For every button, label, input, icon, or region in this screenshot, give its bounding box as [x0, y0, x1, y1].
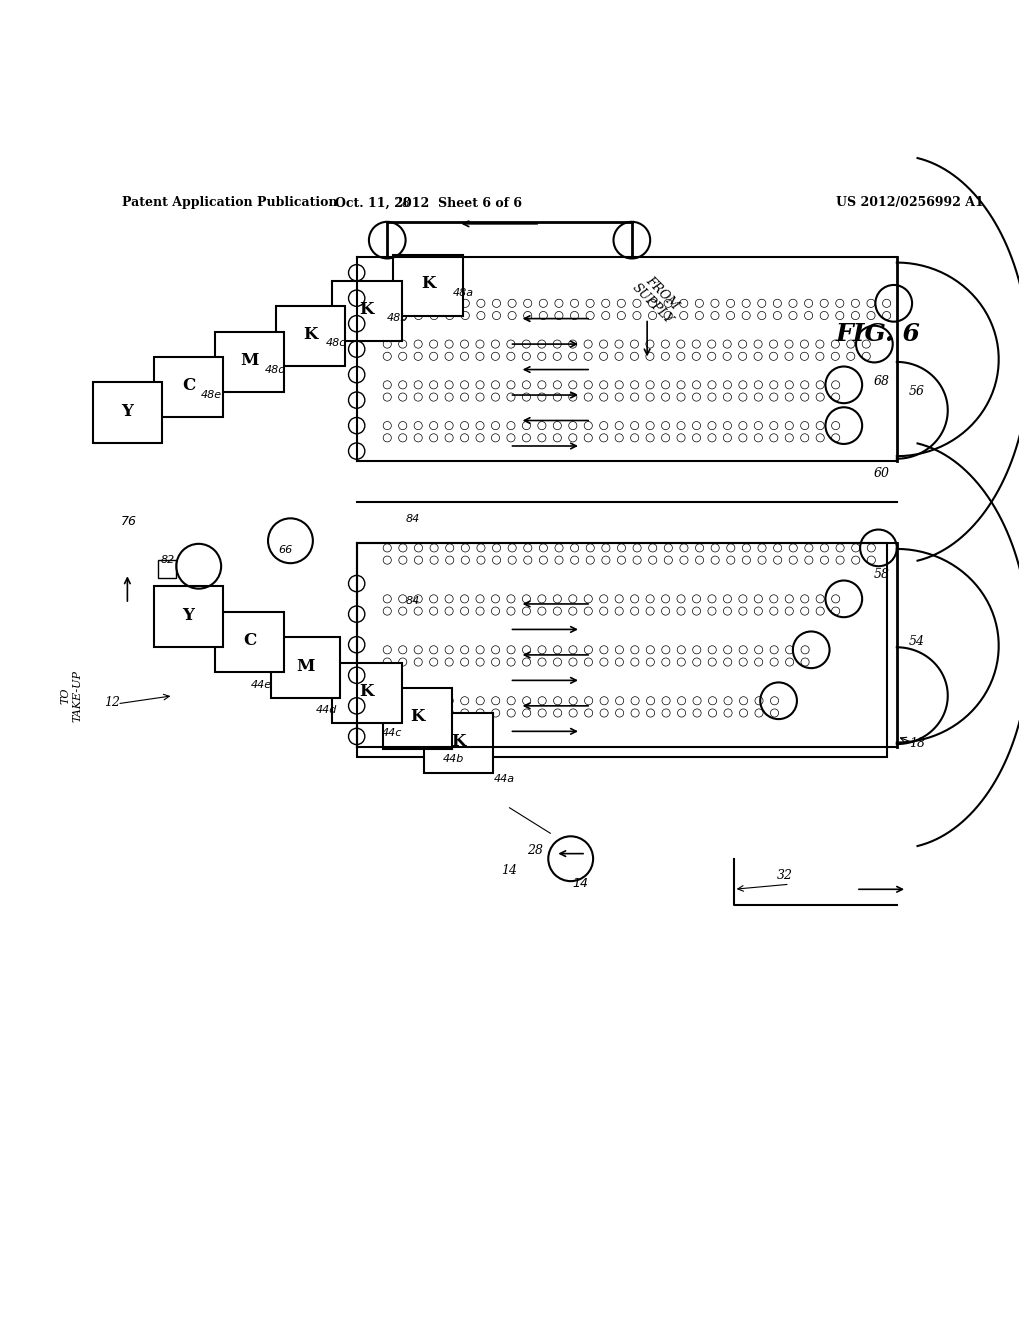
Text: K: K [359, 301, 374, 318]
Text: C: C [243, 632, 256, 649]
FancyBboxPatch shape [93, 383, 162, 444]
Text: 48d: 48d [264, 364, 286, 375]
Text: 68: 68 [873, 375, 890, 388]
Text: 44b: 44b [442, 754, 464, 764]
Text: 66: 66 [279, 545, 293, 554]
FancyBboxPatch shape [154, 356, 223, 417]
Text: FROM
SUPPLY: FROM SUPPLY [629, 271, 685, 326]
Text: K: K [359, 682, 374, 700]
Text: 44e: 44e [250, 680, 271, 689]
Text: 32: 32 [777, 869, 793, 882]
Text: C: C [182, 378, 196, 395]
Text: 48e: 48e [201, 391, 221, 400]
Text: Y: Y [122, 403, 133, 420]
FancyBboxPatch shape [332, 663, 401, 723]
Text: K: K [304, 326, 318, 343]
FancyBboxPatch shape [271, 638, 340, 698]
Text: Oct. 11, 2012  Sheet 6 of 6: Oct. 11, 2012 Sheet 6 of 6 [335, 197, 521, 210]
Text: 56: 56 [909, 385, 926, 399]
Text: 44c: 44c [382, 729, 402, 738]
FancyBboxPatch shape [424, 713, 494, 774]
Text: TO
TAKE-UP: TO TAKE-UP [60, 669, 82, 722]
Text: K: K [421, 276, 435, 292]
Text: 54: 54 [909, 635, 926, 648]
Text: M: M [241, 352, 259, 368]
FancyBboxPatch shape [215, 611, 285, 672]
Text: 44d: 44d [315, 705, 337, 715]
Text: 44a: 44a [494, 775, 515, 784]
Text: 84: 84 [406, 515, 420, 524]
Text: 84: 84 [406, 595, 420, 606]
Text: K: K [411, 709, 425, 726]
Text: 48a: 48a [454, 288, 474, 298]
FancyBboxPatch shape [215, 331, 285, 392]
Text: 48c: 48c [326, 338, 346, 348]
FancyBboxPatch shape [393, 255, 463, 315]
Text: Patent Application Publication: Patent Application Publication [122, 197, 338, 210]
Text: 76: 76 [121, 516, 136, 528]
Bar [158, 560, 176, 578]
Text: FIG. 6: FIG. 6 [836, 322, 921, 346]
Text: 18: 18 [909, 737, 926, 750]
Text: 58: 58 [873, 569, 890, 582]
FancyBboxPatch shape [332, 281, 401, 341]
Text: K: K [452, 733, 466, 750]
Text: 28: 28 [394, 197, 411, 210]
Text: 14: 14 [502, 865, 517, 876]
Text: 82: 82 [161, 556, 175, 565]
Text: 14: 14 [572, 878, 589, 890]
Text: 48b: 48b [387, 313, 409, 322]
FancyBboxPatch shape [383, 688, 453, 748]
Text: 28: 28 [527, 843, 543, 857]
FancyBboxPatch shape [276, 306, 345, 367]
Text: M: M [297, 657, 315, 675]
Text: 12: 12 [104, 696, 120, 709]
FancyBboxPatch shape [154, 586, 223, 647]
Text: 60: 60 [873, 466, 890, 479]
Text: Y: Y [182, 607, 195, 623]
Text: US 2012/0256992 A1: US 2012/0256992 A1 [836, 197, 983, 210]
